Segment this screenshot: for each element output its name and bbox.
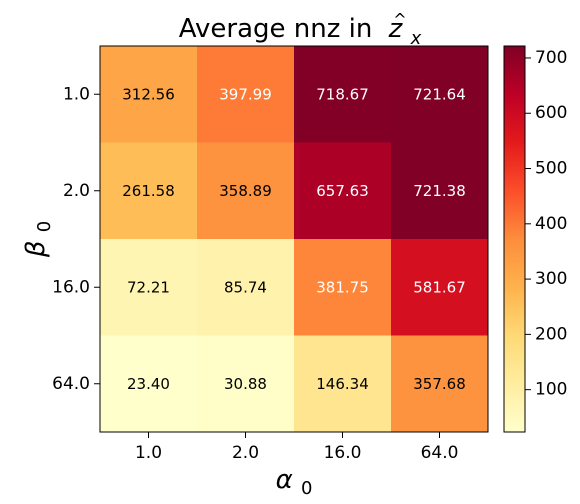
heatmap-cell xyxy=(197,239,295,336)
heatmap-cell-label: 657.63 xyxy=(316,182,369,200)
heatmap-cell-label: 718.67 xyxy=(316,85,369,103)
heatmap-cell xyxy=(197,46,295,143)
y-tick-label: 64.0 xyxy=(52,374,90,394)
colorbar-tick-label: 600 xyxy=(535,103,567,123)
colorbar-tick-label: 700 xyxy=(535,48,567,68)
heatmap-cell-label: 721.38 xyxy=(413,182,466,200)
heatmap-cell xyxy=(391,335,489,433)
heatmap-cell xyxy=(294,239,392,336)
heatmap-cell-label: 397.99 xyxy=(219,85,272,103)
heatmap-cell xyxy=(100,239,198,336)
heatmap-cell xyxy=(391,142,489,240)
chart-title-math-sub: x xyxy=(410,28,422,49)
heatmap-cell xyxy=(294,142,392,240)
heatmap-cell-label: 358.89 xyxy=(219,182,272,200)
y-tick-label: 1.0 xyxy=(63,84,90,104)
y-axis-label-base: β xyxy=(21,241,51,259)
heatmap-cell xyxy=(391,46,489,143)
x-tick-label: 1.0 xyxy=(135,443,162,463)
colorbar xyxy=(503,45,526,433)
heatmap-cell-label: 581.67 xyxy=(413,278,466,296)
x-axis-label: α 0 xyxy=(276,465,313,499)
x-tick-label: 64.0 xyxy=(421,443,459,463)
heatmap-cell xyxy=(100,142,198,240)
x-axis-ticks: 1.0 2.0 16.0 64.0 xyxy=(135,432,458,463)
x-axis-label-base: α xyxy=(276,465,293,495)
heatmap-cell xyxy=(294,46,392,143)
heatmap-cell xyxy=(100,46,198,143)
heatmap-cell-label: 146.34 xyxy=(316,375,369,393)
x-tick-label: 2.0 xyxy=(232,443,259,463)
heatmap-cell-label: 261.58 xyxy=(122,182,175,200)
y-tick-label: 16.0 xyxy=(52,277,90,297)
heatmap-cells xyxy=(100,46,489,433)
y-axis-label-sub: 0 xyxy=(34,221,55,232)
colorbar-tick-label: 300 xyxy=(535,269,567,289)
heatmap-cell-label: 72.21 xyxy=(127,278,170,296)
chart-title: Average nnz in z x xyxy=(179,14,422,49)
heatmap-cell-label: 721.64 xyxy=(413,85,466,103)
y-tick-label: 2.0 xyxy=(63,181,90,201)
x-axis-label-sub: 0 xyxy=(301,478,312,499)
colorbar-tick-label: 500 xyxy=(535,159,567,179)
chart-title-math-base: z xyxy=(388,14,404,44)
heatmap-cell xyxy=(294,335,392,433)
chart-title-text: Average nnz in xyxy=(179,14,373,44)
colorbar-tick-label: 200 xyxy=(535,324,567,344)
heatmap-cell xyxy=(197,142,295,240)
heatmap-cell xyxy=(197,335,295,433)
y-axis-label: β 0 xyxy=(21,221,55,258)
colorbar-tick-label: 100 xyxy=(535,380,567,400)
heatmap-cell xyxy=(391,239,489,336)
heatmap-cell-labels: 312.56 397.99 718.67 721.64 261.58 358.89 657.… xyxy=(122,85,466,393)
heatmap-cell-label: 312.56 xyxy=(122,85,175,103)
heatmap-cell-label: 381.75 xyxy=(316,278,369,296)
plot-frame xyxy=(99,45,489,433)
colorbar-ticks: 100 200 300 400 500 600 700 xyxy=(525,48,567,400)
heatmap-cell xyxy=(100,335,198,433)
heatmap-cell-label: 30.88 xyxy=(224,375,267,393)
colorbar-tick-label: 400 xyxy=(535,214,567,234)
x-tick-label: 16.0 xyxy=(324,443,362,463)
chart-title-hat: ^ xyxy=(393,10,406,29)
y-axis-ticks: 1.0 2.0 16.0 64.0 xyxy=(52,84,100,394)
heatmap-cell-label: 357.68 xyxy=(413,375,466,393)
heatmap-cell-label: 23.40 xyxy=(127,375,170,393)
heatmap-cell-label: 85.74 xyxy=(224,278,267,296)
